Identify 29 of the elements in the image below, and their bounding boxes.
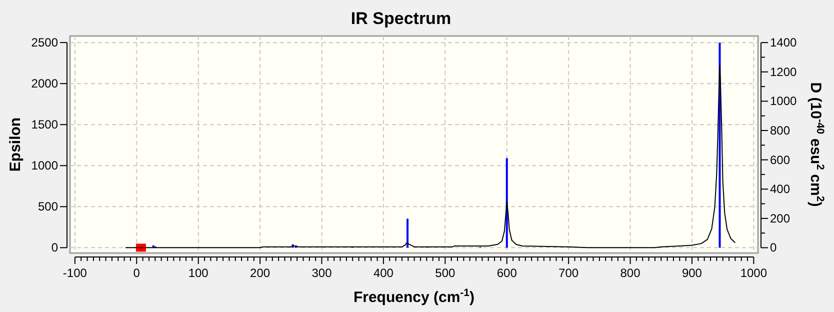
y2-tick-label: 1400	[770, 36, 798, 50]
y-tick-label: 1500	[31, 118, 58, 132]
y2-tick-label: 1200	[770, 64, 798, 79]
y2-tick-label: 800	[770, 124, 790, 138]
x-tick-label: 100	[188, 266, 209, 280]
x-tick-label: 500	[435, 266, 456, 280]
x-tick-label: 600	[496, 266, 518, 280]
x-tick-label: 700	[558, 266, 579, 280]
y-tick-label: 1000	[31, 158, 58, 173]
y2-tick-label: 0	[770, 240, 777, 255]
y2-tick-label: 1000	[770, 94, 798, 108]
x-tick-label: 200	[250, 266, 270, 280]
y-tick-label: 0	[51, 240, 58, 255]
x-tick-label: 800	[620, 266, 641, 280]
x-tick-label: 0	[133, 266, 140, 280]
x-tick-label: 300	[312, 266, 332, 280]
chart-title: IR Spectrum	[350, 9, 452, 28]
y-tick-label: 2000	[31, 76, 58, 91]
x-tick-label: -100	[62, 266, 88, 280]
x-axis-title: Frequency (cm$^{-1}$)	[353, 287, 475, 306]
x-tick-label: 400	[373, 266, 394, 280]
y2-tick-label: 600	[770, 152, 790, 167]
y2-tick-label: 400	[770, 182, 790, 196]
y-axis-title: Epsilon	[7, 117, 24, 172]
x-tick-label: 1000	[740, 266, 768, 280]
y-tick-label: 2500	[31, 36, 58, 50]
x-tick-label: 900	[682, 266, 702, 280]
y2-tick-label: 200	[770, 211, 790, 226]
y-tick-label: 500	[38, 200, 58, 214]
